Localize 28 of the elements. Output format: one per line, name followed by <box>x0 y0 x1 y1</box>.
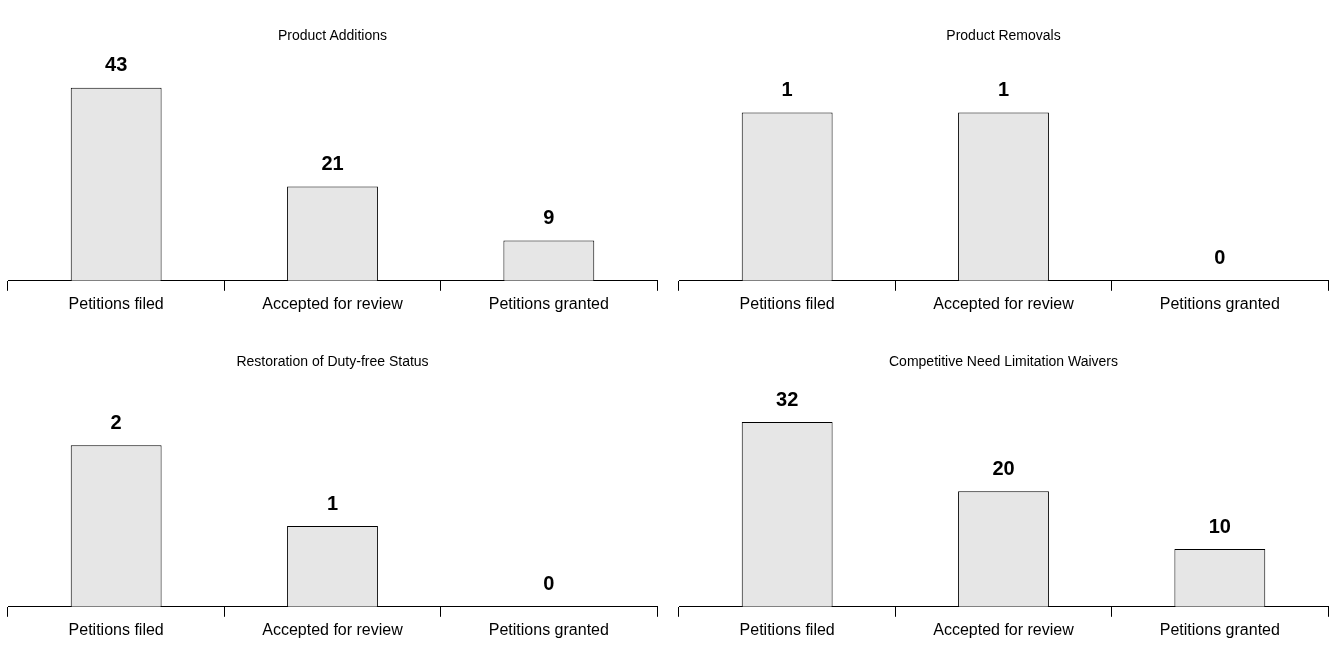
x-tick-label: Accepted for review <box>933 620 1075 638</box>
data-label: 0 <box>543 572 555 595</box>
data-label: 0 <box>1214 246 1226 269</box>
x-tick-label: Accepted for review <box>262 294 404 312</box>
data-label: 1 <box>326 491 339 514</box>
data-label: 1 <box>997 77 1010 100</box>
x-tick-label: Petitions filed <box>68 294 164 312</box>
data-label: 1 <box>781 77 793 100</box>
x-tick-label: Accepted for review <box>933 294 1075 312</box>
x-tick-label: Petitions filed <box>739 294 835 312</box>
data-label: 21 <box>321 152 344 175</box>
x-tick-label: Petitions granted <box>1159 294 1280 312</box>
data-label: 32 <box>776 387 799 410</box>
chart-title: Product Additions <box>278 27 387 44</box>
x-tick-label: Petitions filed <box>68 620 164 638</box>
x-tick-label: Petitions granted <box>1159 620 1280 638</box>
data-label: 2 <box>110 410 122 433</box>
x-tick-label: Accepted for review <box>262 620 404 638</box>
chart-title: Product Removals <box>946 27 1061 44</box>
x-tick-label: Petitions filed <box>739 620 835 638</box>
data-label: 43 <box>105 53 128 76</box>
data-label: 10 <box>1208 514 1231 537</box>
data-label: 9 <box>543 205 555 228</box>
chart-title: Restoration of Duty-free Status <box>236 353 429 370</box>
chart-title: Competitive Need Limitation Waivers <box>888 353 1119 370</box>
x-tick-label: Petitions granted <box>488 294 609 312</box>
x-tick-label: Petitions granted <box>488 620 609 638</box>
data-label: 20 <box>992 456 1015 479</box>
